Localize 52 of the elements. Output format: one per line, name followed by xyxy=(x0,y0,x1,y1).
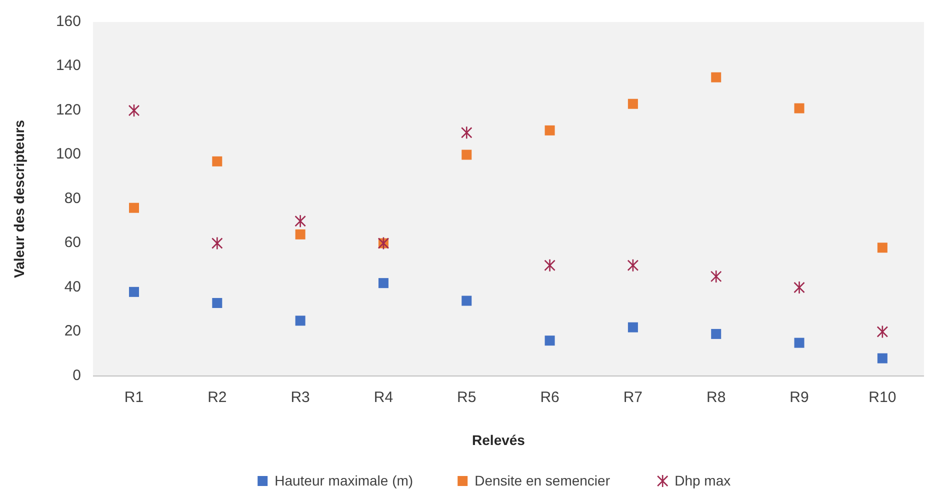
x-tick-label: R4 xyxy=(374,389,394,406)
legend-label: Dhp max xyxy=(674,472,731,489)
point xyxy=(710,270,722,284)
point xyxy=(628,322,638,332)
point xyxy=(294,214,306,228)
point xyxy=(711,72,722,82)
y-tick-label: 20 xyxy=(64,322,81,340)
point xyxy=(627,258,639,272)
point xyxy=(378,278,388,288)
y-tick-label: 120 xyxy=(56,101,81,118)
point xyxy=(212,298,222,308)
point xyxy=(212,156,222,166)
x-tick-label: R5 xyxy=(457,389,476,406)
y-tick-label: 140 xyxy=(56,57,81,74)
x-tick-label: R6 xyxy=(540,389,560,406)
point xyxy=(212,236,223,250)
point xyxy=(544,125,555,136)
point xyxy=(128,104,140,118)
point xyxy=(462,150,472,160)
x-tick-label: R9 xyxy=(790,389,809,406)
point xyxy=(460,126,472,140)
point xyxy=(877,353,888,364)
x-tick-label: R8 xyxy=(706,389,726,406)
y-axis-title: Valeur des descripteurs xyxy=(11,120,27,278)
y-tick-label: 0 xyxy=(72,366,81,384)
y-tick-label: 100 xyxy=(56,146,81,163)
point xyxy=(129,286,139,297)
legend-label: Densite en semencier xyxy=(474,472,610,489)
point xyxy=(711,328,722,339)
point xyxy=(295,229,306,240)
x-tick-label: R3 xyxy=(290,389,310,406)
point xyxy=(794,280,805,294)
legend-label: Hauteur maximale (m) xyxy=(274,472,414,489)
point xyxy=(794,338,804,348)
x-tick-label: R2 xyxy=(208,389,227,406)
point xyxy=(295,316,306,326)
y-tick-label: 160 xyxy=(56,12,81,30)
y-tick-label: 60 xyxy=(64,234,81,252)
point xyxy=(794,103,804,114)
point xyxy=(129,202,139,213)
point xyxy=(628,98,638,109)
x-tick-label: R10 xyxy=(868,389,896,406)
y-tick-label: 80 xyxy=(64,190,81,207)
x-axis-title: Relevés xyxy=(472,432,526,448)
point xyxy=(462,296,472,306)
point xyxy=(877,242,888,253)
x-tick-label: R7 xyxy=(623,389,643,406)
x-tick-label: R1 xyxy=(124,389,144,406)
y-tick-label: 40 xyxy=(64,278,81,296)
point xyxy=(544,258,556,272)
point xyxy=(876,325,888,338)
point xyxy=(544,336,555,346)
